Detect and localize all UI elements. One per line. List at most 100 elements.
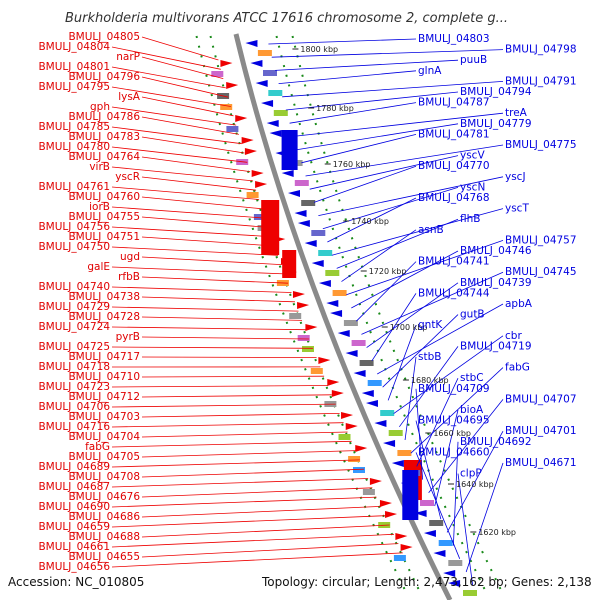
- gene-label-left[interactable]: BMULJ_04750: [38, 241, 110, 253]
- gene-label-right[interactable]: BMULJ_04744: [418, 287, 490, 299]
- gene-block[interactable]: [318, 250, 333, 256]
- gene-label-left[interactable]: BMULJ_04723: [38, 381, 110, 393]
- gene-block[interactable]: [246, 192, 259, 198]
- gene-label-left[interactable]: pyrB: [116, 331, 140, 343]
- forward-gene[interactable]: [379, 500, 392, 507]
- gene-block[interactable]: [367, 380, 382, 386]
- gene-label-right[interactable]: BMULJ_04719: [460, 340, 532, 352]
- gene-label-left[interactable]: BMULJ_04738: [68, 291, 140, 303]
- gene-label-left[interactable]: BMULJ_04687: [38, 481, 110, 493]
- gene-label-left[interactable]: BMULJ_04705: [68, 451, 140, 463]
- gene-label-left[interactable]: BMULJ_04804: [38, 41, 110, 53]
- gene-block[interactable]: [429, 520, 444, 526]
- gene-block[interactable]: [353, 467, 365, 473]
- forward-gene[interactable]: [244, 148, 257, 155]
- gene-label-right[interactable]: BMULJ_04757: [505, 234, 577, 246]
- gene-label-left[interactable]: BMULJ_04783: [68, 131, 140, 143]
- reverse-gene[interactable]: [318, 280, 331, 287]
- gene-label-left[interactable]: BMULJ_04725: [38, 341, 110, 353]
- gene-label-left[interactable]: BMULJ_04785: [38, 121, 110, 133]
- gene-label-right[interactable]: BMULJ_04701: [505, 425, 577, 437]
- gene-label-left[interactable]: BMULJ_04756: [38, 221, 110, 233]
- gene-label-left[interactable]: BMULJ_04690: [38, 501, 110, 513]
- gene-label-left[interactable]: BMULJ_04689: [38, 461, 110, 473]
- gene-label-right[interactable]: yscN: [460, 181, 485, 193]
- forward-gene[interactable]: [220, 60, 233, 67]
- gene-label-right[interactable]: fabG: [505, 362, 530, 374]
- forward-gene[interactable]: [341, 412, 354, 419]
- gene-label-left[interactable]: BMULJ_04712: [68, 391, 140, 403]
- forward-gene[interactable]: [305, 324, 318, 331]
- reverse-gene[interactable]: [433, 550, 446, 557]
- gene-label-left[interactable]: BMULJ_04703: [68, 411, 140, 423]
- reverse-gene-block[interactable]: [281, 130, 298, 170]
- gene-label-right[interactable]: BMULJ_04707: [505, 393, 577, 405]
- gene-block[interactable]: [301, 200, 316, 206]
- gene-block[interactable]: [351, 340, 366, 346]
- gene-label-left[interactable]: BMULJ_04728: [68, 311, 140, 323]
- gene-label-right[interactable]: BMULJ_04770: [418, 160, 490, 172]
- forward-gene-block[interactable]: [261, 200, 280, 255]
- gene-label-right[interactable]: BMULJ_04745: [505, 266, 577, 278]
- gene-block[interactable]: [294, 180, 309, 186]
- gene-label-left[interactable]: BMULJ_04729: [38, 301, 110, 313]
- forward-gene[interactable]: [241, 137, 254, 144]
- gene-label-left[interactable]: ugd: [120, 251, 140, 263]
- gene-label-left[interactable]: BMULJ_04805: [68, 31, 140, 43]
- gene-label-left[interactable]: BMULJ_04801: [38, 61, 110, 73]
- forward-gene[interactable]: [327, 379, 340, 386]
- forward-gene[interactable]: [369, 478, 382, 485]
- gene-label-right[interactable]: BMULJ_04709: [418, 383, 490, 395]
- gene-label-left[interactable]: lysA: [118, 91, 141, 103]
- gene-block[interactable]: [310, 368, 323, 374]
- gene-block[interactable]: [348, 456, 361, 462]
- gene-label-left[interactable]: BMULJ_04708: [68, 471, 140, 483]
- gene-label-right[interactable]: cbr: [505, 330, 522, 342]
- reverse-gene[interactable]: [269, 130, 282, 137]
- gene-label-left[interactable]: BMULJ_04760: [68, 191, 140, 203]
- forward-gene[interactable]: [400, 544, 413, 551]
- forward-gene[interactable]: [235, 115, 248, 122]
- gene-block[interactable]: [380, 410, 395, 416]
- gene-label-right[interactable]: BMULJ_04739: [460, 277, 532, 289]
- reverse-gene[interactable]: [255, 80, 268, 87]
- gene-block[interactable]: [268, 90, 283, 96]
- gene-block[interactable]: [289, 313, 302, 319]
- gene-label-right[interactable]: asnB: [418, 224, 444, 236]
- gene-block[interactable]: [397, 450, 412, 456]
- gene-label-right[interactable]: stbC: [460, 372, 484, 384]
- reverse-gene[interactable]: [448, 580, 461, 587]
- gene-block[interactable]: [311, 230, 326, 236]
- reverse-gene[interactable]: [281, 170, 294, 177]
- gene-label-left[interactable]: virB: [89, 161, 110, 173]
- gene-label-right[interactable]: BMULJ_04671: [505, 457, 577, 469]
- reverse-gene[interactable]: [414, 510, 427, 517]
- gene-label-right[interactable]: BMULJ_04787: [418, 97, 490, 109]
- forward-gene[interactable]: [385, 511, 398, 518]
- gene-label-left[interactable]: BMULJ_04764: [68, 151, 140, 163]
- gene-label-right[interactable]: BMULJ_04803: [418, 33, 490, 45]
- forward-gene[interactable]: [255, 181, 268, 188]
- gene-label-left[interactable]: BMULJ_04659: [38, 521, 110, 533]
- gene-label-left[interactable]: iorB: [89, 201, 110, 213]
- gene-label-right[interactable]: BMULJ_04660: [418, 446, 490, 458]
- gene-label-right[interactable]: yscJ: [505, 171, 526, 183]
- gene-label-left[interactable]: BMULJ_04706: [38, 401, 110, 413]
- gene-label-left[interactable]: BMULJ_04755: [68, 211, 140, 223]
- gene-label-left[interactable]: BMULJ_04718: [38, 361, 110, 373]
- reverse-gene[interactable]: [345, 350, 358, 357]
- gene-label-left[interactable]: BMULJ_04686: [68, 511, 140, 523]
- gene-block[interactable]: [420, 500, 434, 506]
- gene-block[interactable]: [253, 214, 266, 220]
- gene-label-left[interactable]: gph: [90, 101, 110, 113]
- forward-gene[interactable]: [292, 291, 305, 298]
- gene-label-right[interactable]: BMULJ_04798: [505, 44, 577, 56]
- gene-block[interactable]: [263, 70, 277, 76]
- gene-block[interactable]: [362, 489, 375, 495]
- reverse-gene[interactable]: [304, 240, 317, 247]
- gene-block[interactable]: [463, 590, 477, 596]
- reverse-gene[interactable]: [391, 460, 404, 467]
- gene-block[interactable]: [297, 335, 310, 341]
- gene-label-right[interactable]: BMULJ_04779: [460, 118, 532, 130]
- gene-label-left[interactable]: BMULJ_04786: [68, 111, 140, 123]
